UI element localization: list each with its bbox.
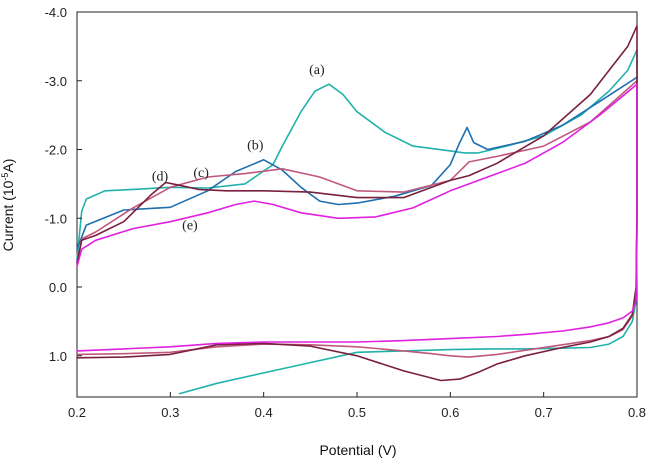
x-tick-label: 0.4 bbox=[255, 405, 273, 420]
plot-border bbox=[76, 11, 638, 398]
x-tick-label: 0.3 bbox=[161, 405, 179, 420]
y-axis-title-main: Current (10 bbox=[0, 180, 16, 251]
curve-label: (d) bbox=[152, 169, 169, 184]
curve-label: (a) bbox=[309, 63, 325, 78]
y-tick-label: -1.0 bbox=[45, 211, 67, 226]
series-line-c: (c) bbox=[76, 80, 638, 358]
series-lines: (a) (b) (c) (d) (e) bbox=[76, 25, 638, 395]
y-tick-label: -2.0 bbox=[45, 143, 67, 158]
curve-annotations: (a) (b) (c) (d) (e) bbox=[152, 63, 325, 233]
y-axis-title-unit: A) bbox=[0, 159, 16, 173]
x-tick-label: 0.2 bbox=[68, 405, 86, 420]
x-tick-label: 0.6 bbox=[441, 405, 459, 420]
x-axis-title: Potential (V) bbox=[319, 442, 396, 458]
y-tick-label: 1.0 bbox=[49, 349, 67, 364]
y-tick-label: -4.0 bbox=[45, 5, 67, 20]
curve-label: (c) bbox=[193, 166, 209, 181]
x-tick-label: 0.7 bbox=[535, 405, 553, 420]
series-line-e: (e) bbox=[76, 83, 638, 352]
plot-frame bbox=[76, 11, 638, 398]
y-axis-title: Current (10-5A) bbox=[0, 159, 16, 252]
axis-ticks: 0.2 0.3 0.4 0.5 0.6 0.7 0.8 -4.0 -3.0 -2.0 -1.0 0.0… bbox=[45, 5, 646, 420]
curve-label: (b) bbox=[247, 139, 264, 154]
y-tick-label: 0.0 bbox=[49, 280, 67, 295]
y-axis-title-exponent: -5 bbox=[0, 173, 10, 181]
x-tick-label: 0.5 bbox=[348, 405, 366, 420]
series-line-b: (b) bbox=[76, 76, 638, 250]
x-tick-label: 0.8 bbox=[628, 405, 646, 420]
y-tick-label: -3.0 bbox=[45, 74, 67, 89]
curve-label: (e) bbox=[182, 218, 198, 233]
